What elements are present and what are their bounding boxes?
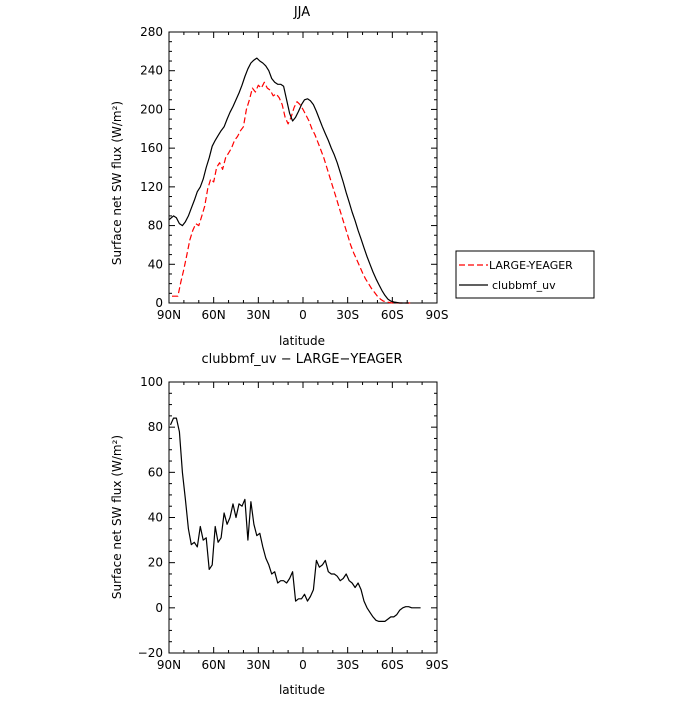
x-tick-label: 0 (299, 658, 307, 672)
x-tick-label: 60N (202, 658, 226, 672)
series-line-large-yeager (172, 81, 411, 304)
y-tick-label: 60 (148, 465, 163, 479)
series-line-clubbmf-uv (168, 57, 409, 304)
bottom-y-axis-label: Surface net SW flux (W/m²) (110, 435, 124, 599)
series-line-difference (169, 417, 421, 623)
top-series-lines (168, 57, 411, 304)
y-tick-label: 160 (140, 141, 163, 155)
top-x-axis-label: latitude (279, 334, 325, 348)
bottom-plot-frame (168, 381, 438, 654)
bottom-chart-title: clubbmf_uv − LARGE−YEAGER (201, 352, 402, 367)
bottom-panel: clubbmf_uv − LARGE−YEAGER Surface net SW… (110, 352, 448, 697)
x-tick-label: 60S (381, 308, 404, 322)
y-tick-label: 20 (148, 556, 163, 570)
y-tick-label: 120 (140, 180, 163, 194)
y-tick-label: 80 (148, 420, 163, 434)
y-tick-label: 100 (140, 375, 163, 389)
legend-label-large-yeager: LARGE-YEAGER (489, 259, 573, 272)
top-panel: JJA Surface net SW flux (W/m²) latitude … (110, 5, 595, 348)
y-tick-label: 40 (148, 257, 163, 271)
y-tick-label: 0 (155, 296, 163, 310)
x-tick-label: 30N (246, 658, 270, 672)
y-tick-label: 40 (148, 511, 163, 525)
legend-label-clubbmf-uv: clubbmf_uv (492, 279, 556, 292)
y-tick-label: 240 (140, 64, 163, 78)
x-tick-label: 90S (426, 658, 449, 672)
x-tick-label: 90N (157, 308, 181, 322)
y-tick-label: 280 (140, 25, 163, 39)
bottom-axes: 90N 60N 30N 0 30S 60S 90S −20 0 20 40 60 80 100 (138, 375, 449, 672)
x-tick-label: 30N (246, 308, 270, 322)
top-y-axis-label: Surface net SW flux (W/m²) (110, 101, 124, 265)
y-tick-label: −20 (138, 646, 163, 660)
top-axes: 90N 60N 30N 0 30S 60S 90S 0 40 80 120 160 200 240 280 (140, 25, 448, 322)
legend: LARGE-YEAGER clubbmf_uv (455, 250, 595, 299)
x-tick-label: 90N (157, 658, 181, 672)
top-plot-frame (168, 31, 438, 304)
x-tick-label: 90S (426, 308, 449, 322)
y-tick-label: 80 (148, 219, 163, 233)
y-tick-label: 200 (140, 102, 163, 116)
x-tick-label: 60N (202, 308, 226, 322)
bottom-x-axis-label: latitude (279, 683, 325, 697)
x-tick-label: 0 (299, 308, 307, 322)
x-tick-label: 30S (336, 658, 359, 672)
top-chart-title: JJA (293, 5, 310, 20)
bottom-series-lines (169, 417, 421, 623)
x-tick-label: 30S (336, 308, 359, 322)
legend-box (455, 250, 595, 299)
y-tick-label: 0 (155, 601, 163, 615)
x-tick-label: 60S (381, 658, 404, 672)
